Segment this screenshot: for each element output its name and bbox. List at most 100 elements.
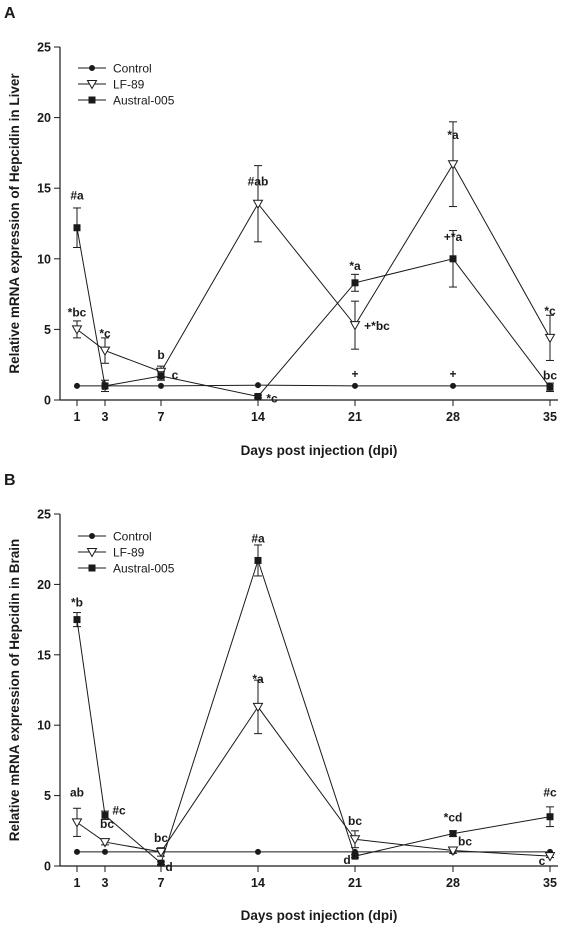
significance-label: *c xyxy=(99,327,111,341)
data-point xyxy=(450,382,456,389)
series-lf-89 xyxy=(71,121,556,378)
significance-label: *cd xyxy=(444,811,463,825)
legend-marker xyxy=(89,65,95,71)
legend-marker xyxy=(86,548,98,558)
x-tick-label: 14 xyxy=(251,876,265,890)
x-tick-label: 7 xyxy=(158,876,165,890)
data-point xyxy=(352,382,358,389)
data-point xyxy=(71,325,83,335)
data-point xyxy=(351,279,359,287)
significance-label: *b xyxy=(71,596,83,610)
significance-label: c xyxy=(172,368,179,382)
significance-label: *c xyxy=(266,391,278,405)
data-point xyxy=(544,333,556,344)
significance-label: d xyxy=(165,860,172,874)
y-axis-title: Relative mRNA expression of Hepcidin in … xyxy=(7,539,22,842)
data-point xyxy=(546,813,554,821)
legend-label: Austral-005 xyxy=(113,94,175,108)
x-tick-label: 14 xyxy=(251,410,265,424)
data-point xyxy=(157,372,165,380)
data-point xyxy=(74,382,80,389)
y-axis-title: Relative mRNA expression of Hepcidin in … xyxy=(7,73,22,374)
data-point xyxy=(351,852,359,860)
legend-label: Control xyxy=(113,62,152,76)
data-point xyxy=(101,382,109,390)
significance-label: *bc xyxy=(68,305,87,319)
x-tick-label: 21 xyxy=(348,410,362,424)
y-tick-label: 5 xyxy=(44,323,51,337)
significance-label: d xyxy=(343,853,350,867)
data-point xyxy=(255,382,261,389)
y-tick-label: 0 xyxy=(44,394,51,408)
x-tick-label: 21 xyxy=(348,876,362,890)
panel-label: B xyxy=(4,472,16,489)
legend-label: LF-89 xyxy=(113,78,145,92)
chart-panel-a: A 0 5 10 15 20 25 1 3 7 14 21 28 35 Days post injectio… xyxy=(4,5,558,458)
significance-label: #a xyxy=(70,189,84,203)
y-tick-label: 10 xyxy=(37,719,51,733)
y-tick-label: 20 xyxy=(37,578,51,592)
data-point xyxy=(158,382,164,389)
panel-label: A xyxy=(4,5,16,22)
y-tick-label: 15 xyxy=(37,182,51,196)
significance-label: b xyxy=(157,348,164,362)
data-point xyxy=(73,224,81,232)
legend-marker xyxy=(86,80,98,90)
data-point xyxy=(71,818,83,828)
data-point xyxy=(252,702,264,713)
significance-label: bc xyxy=(154,831,168,845)
legend: Control LF-89 Austral-005 xyxy=(78,62,175,108)
data-point xyxy=(73,616,81,624)
legend: Control LF-89 Austral-005 xyxy=(78,530,175,576)
x-tick-label: 28 xyxy=(446,876,460,890)
legend-label: LF-89 xyxy=(113,546,145,560)
significance-label: +*a xyxy=(444,230,463,244)
y-tick-label: 25 xyxy=(37,508,51,522)
series-line xyxy=(76,163,551,373)
data-point xyxy=(544,852,556,862)
data-point xyxy=(447,846,459,857)
series-lf-89 xyxy=(71,679,556,862)
x-tick-label: 35 xyxy=(543,410,557,424)
data-point xyxy=(252,199,264,210)
significance-label: bc xyxy=(458,835,472,849)
significance-label: bc xyxy=(543,368,557,382)
data-point xyxy=(155,847,167,858)
legend-label: Control xyxy=(113,530,152,544)
data-point xyxy=(157,859,165,867)
series-austral-005 xyxy=(73,207,554,400)
data-point xyxy=(546,383,554,391)
data-point xyxy=(99,346,111,357)
significance-label: #c xyxy=(112,803,126,817)
significance-label: +*bc xyxy=(364,319,390,333)
y-tick-label: 25 xyxy=(37,41,51,55)
significance-label: *c xyxy=(544,304,556,318)
legend-marker xyxy=(88,564,96,572)
significance-label: + xyxy=(449,367,456,381)
x-axis-title: Days post injection (dpi) xyxy=(241,908,398,923)
significance-label: *a xyxy=(252,672,264,686)
y-tick-label: 20 xyxy=(37,111,51,125)
significance-label: *a xyxy=(349,259,361,273)
significance-label: + xyxy=(351,367,358,381)
chart-panel-b: B 0 5 10 15 20 25 1 3 7 14 21 28 35 Days post injectio… xyxy=(4,472,558,923)
x-axis-title: Days post injection (dpi) xyxy=(241,443,398,458)
x-tick-label: 3 xyxy=(102,410,109,424)
series-line xyxy=(76,558,551,865)
series-austral-005 xyxy=(73,544,554,867)
significance-label: c xyxy=(539,854,546,868)
data-point xyxy=(255,848,261,855)
x-tick-label: 35 xyxy=(543,876,557,890)
legend-label: Austral-005 xyxy=(113,562,175,576)
y-tick-label: 0 xyxy=(44,860,51,874)
significance-label: #a xyxy=(251,531,265,545)
x-tick-label: 28 xyxy=(446,410,460,424)
x-tick-label: 1 xyxy=(74,410,81,424)
series-control xyxy=(74,382,553,389)
significance-label: bc xyxy=(348,814,362,828)
data-point xyxy=(449,830,457,838)
data-point xyxy=(449,255,457,263)
data-point xyxy=(349,321,361,331)
significance-label: #ab xyxy=(248,175,269,189)
